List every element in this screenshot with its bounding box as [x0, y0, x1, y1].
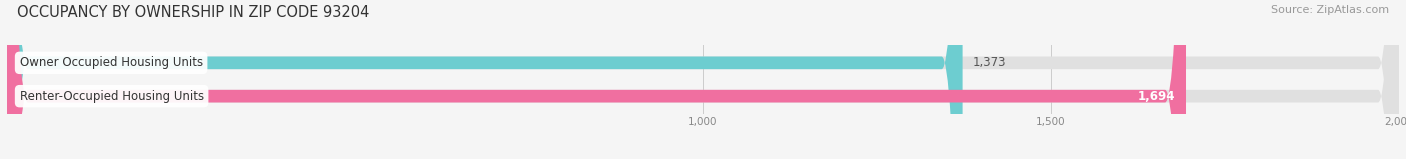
- Text: 1,694: 1,694: [1137, 90, 1175, 103]
- Text: Source: ZipAtlas.com: Source: ZipAtlas.com: [1271, 5, 1389, 15]
- Text: OCCUPANCY BY OWNERSHIP IN ZIP CODE 93204: OCCUPANCY BY OWNERSHIP IN ZIP CODE 93204: [17, 5, 370, 20]
- FancyBboxPatch shape: [7, 0, 1399, 159]
- FancyBboxPatch shape: [7, 0, 1187, 159]
- Text: Owner Occupied Housing Units: Owner Occupied Housing Units: [20, 56, 202, 69]
- Text: Renter-Occupied Housing Units: Renter-Occupied Housing Units: [20, 90, 204, 103]
- FancyBboxPatch shape: [7, 0, 1399, 159]
- Text: 1,373: 1,373: [973, 56, 1007, 69]
- FancyBboxPatch shape: [7, 0, 963, 159]
